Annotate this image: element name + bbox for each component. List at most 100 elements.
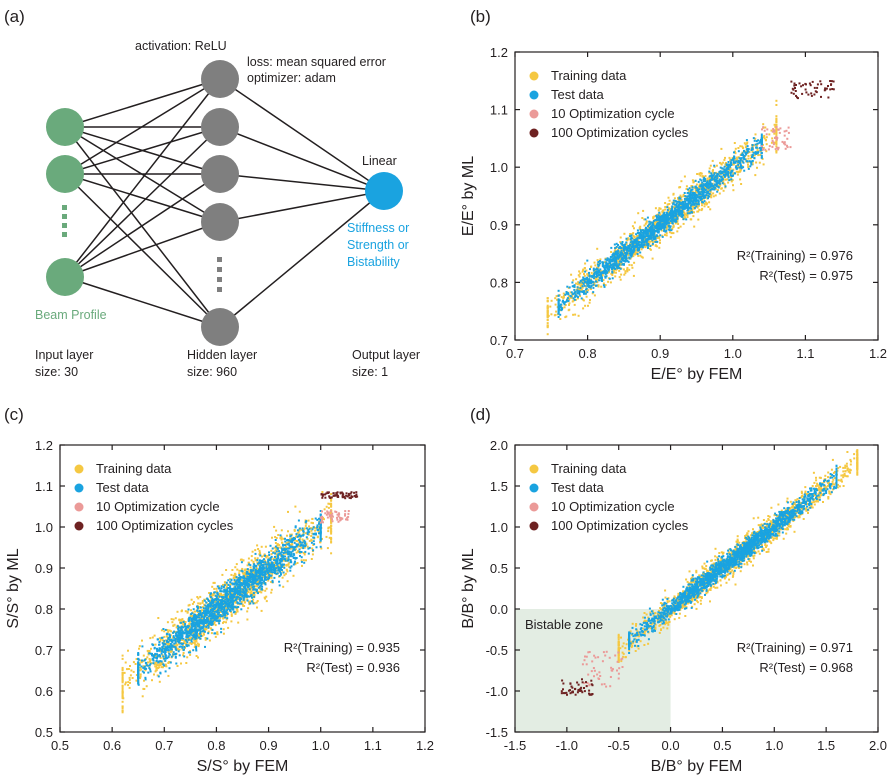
data-point: [666, 206, 669, 209]
legend-marker: [529, 128, 539, 138]
data-point: [191, 641, 194, 644]
ellipsis-dot: [217, 267, 222, 272]
data-point: [724, 173, 727, 176]
data-point: [627, 245, 630, 248]
data-point: [201, 634, 204, 637]
data-point: [816, 83, 819, 86]
data-point: [230, 573, 233, 576]
data-point: [230, 620, 233, 623]
data-point: [733, 151, 735, 154]
data-point: [285, 568, 288, 571]
data-point: [557, 299, 560, 302]
data-point: [220, 585, 223, 588]
data-point: [723, 175, 726, 178]
data-point: [713, 188, 716, 191]
data-point: [771, 145, 774, 148]
data-point: [764, 148, 767, 151]
data-point: [678, 202, 681, 205]
data-point: [827, 85, 829, 87]
data-point: [689, 198, 692, 201]
data-point: [656, 224, 659, 227]
data-point: [719, 172, 722, 175]
data-point: [578, 281, 581, 284]
data-point: [163, 630, 166, 633]
data-point: [678, 199, 681, 202]
data-point: [635, 238, 637, 241]
data-point: [592, 275, 594, 277]
data-point: [683, 214, 686, 217]
data-point: [621, 263, 624, 266]
data-point: [621, 257, 623, 260]
data-point: [299, 554, 301, 557]
data-point: [714, 188, 717, 191]
data-point: [631, 225, 634, 228]
ellipsis-dot: [217, 287, 222, 292]
x-tick-label: 0.9: [651, 346, 669, 361]
data-point: [163, 649, 166, 652]
data-point: [127, 684, 130, 687]
data-point: [691, 203, 694, 206]
data-point: [160, 666, 163, 669]
data-point: [599, 268, 602, 271]
data-point: [704, 191, 706, 194]
data-point: [777, 146, 780, 149]
data-point: [655, 216, 658, 218]
data-point: [773, 123, 776, 126]
data-point: [654, 229, 657, 232]
data-point: [169, 650, 172, 653]
data-point: [191, 637, 194, 640]
data-point: [590, 285, 593, 287]
data-point: [614, 275, 617, 278]
data-point: [222, 628, 225, 631]
data-point: [637, 239, 640, 242]
data-point: [610, 255, 612, 258]
data-point: [697, 199, 699, 202]
connection-line: [64, 276, 221, 328]
data-point: [617, 249, 620, 252]
data-point: [775, 151, 778, 154]
data-point: [657, 214, 660, 217]
data-point: [634, 251, 637, 253]
data-point: [134, 663, 137, 665]
data-point: [669, 222, 672, 225]
data-point: [755, 146, 758, 149]
data-point: [194, 640, 197, 643]
data-point: [606, 259, 609, 262]
data-point: [715, 184, 717, 187]
data-point: [218, 585, 221, 588]
data-point: [779, 127, 782, 130]
data-point: [709, 164, 712, 167]
data-point: [675, 210, 678, 213]
data-point: [303, 528, 305, 531]
data-point: [703, 176, 706, 179]
data-point: [602, 279, 605, 281]
data-point: [254, 552, 257, 555]
data-point: [280, 536, 283, 539]
data-point: [709, 195, 712, 198]
data-point: [693, 187, 696, 189]
connection-line: [64, 78, 221, 278]
data-point: [572, 279, 575, 282]
panel-c-label: (c): [4, 405, 24, 424]
data-point: [634, 245, 636, 248]
y-tick-label: 0.7: [490, 333, 508, 348]
data-point: [664, 219, 667, 222]
data-point: [787, 126, 790, 129]
data-point: [236, 568, 239, 571]
data-point: [658, 246, 661, 249]
data-point: [757, 151, 760, 154]
data-point: [663, 228, 666, 231]
data-point: [667, 196, 670, 199]
data-point: [691, 205, 694, 208]
data-point: [666, 222, 668, 225]
data-point: [182, 637, 185, 640]
data-point: [261, 555, 263, 558]
data-point: [673, 211, 676, 213]
data-point: [627, 251, 630, 254]
data-point: [600, 272, 602, 275]
data-point: [203, 633, 205, 636]
data-point: [257, 548, 260, 550]
data-point: [247, 607, 250, 610]
data-point: [757, 154, 760, 157]
